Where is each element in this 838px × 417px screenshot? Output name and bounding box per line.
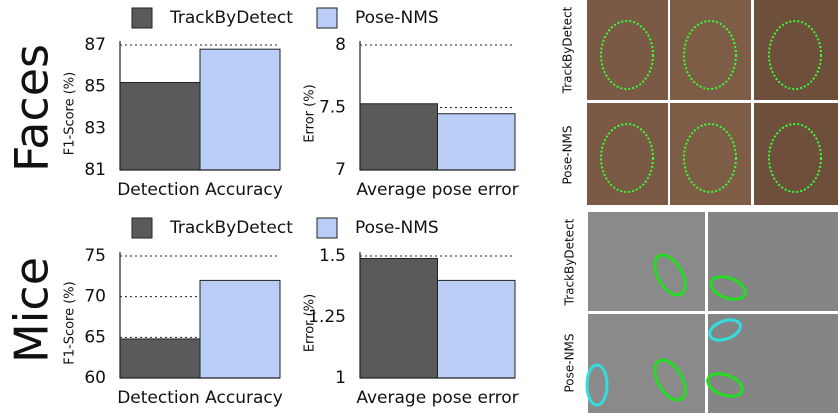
bar xyxy=(119,82,201,171)
y-tick-label: 1.5 xyxy=(319,246,346,266)
bar xyxy=(359,257,438,379)
y-tick-label: 8 xyxy=(335,35,346,55)
y-tick-label: 60 xyxy=(84,368,106,388)
image-row-label: TrackByDetect xyxy=(561,6,575,94)
face-images xyxy=(587,0,838,205)
legend-label: Pose-NMS xyxy=(355,8,439,28)
legend-swatch xyxy=(316,7,338,29)
legend-swatch xyxy=(316,217,338,239)
row-label: Mice xyxy=(5,257,59,363)
y-tick-label: 83 xyxy=(84,118,106,138)
legend-label: Pose-NMS xyxy=(355,218,439,238)
bar xyxy=(119,338,201,379)
x-tick-label: Detection Accuracy xyxy=(117,180,283,200)
y-tick-label: 81 xyxy=(84,160,106,180)
row-label: Faces xyxy=(5,44,59,172)
image-row-label: TrackByDetect xyxy=(563,218,577,306)
y-tick-label: 65 xyxy=(84,327,106,347)
y-tick-label: 85 xyxy=(84,77,106,97)
bar xyxy=(437,113,516,171)
bar xyxy=(199,48,281,171)
y-tick-label: 1 xyxy=(335,368,346,388)
y-axis-label: F1-Score (%) xyxy=(63,281,78,364)
y-tick-label: 7 xyxy=(335,160,346,180)
legend-label: TrackByDetect xyxy=(169,8,293,28)
mouse-images xyxy=(585,212,838,413)
y-tick-label: 75 xyxy=(84,246,106,266)
y-axis-label: F1-Score (%) xyxy=(63,72,78,155)
bar xyxy=(199,279,281,379)
y-axis-label: Error (%) xyxy=(303,84,318,142)
legend-swatch xyxy=(131,217,153,239)
y-tick-label: 1.25 xyxy=(308,307,346,327)
y-tick-label: 7.5 xyxy=(319,98,346,118)
bar xyxy=(437,279,516,379)
x-tick-label: Average pose error xyxy=(356,180,518,200)
image-row-label: Pose-NMS xyxy=(561,125,575,184)
y-axis-label: Error (%) xyxy=(303,294,318,352)
legend-label: TrackByDetect xyxy=(169,218,293,238)
image-row-label: Pose-NMS xyxy=(563,333,577,392)
y-tick-label: 87 xyxy=(84,35,106,55)
y-tick-label: 70 xyxy=(84,287,106,307)
legend-swatch xyxy=(131,7,153,29)
x-tick-label: Detection Accuracy xyxy=(117,388,283,408)
bar xyxy=(359,103,438,171)
x-tick-label: Average pose error xyxy=(356,388,518,408)
